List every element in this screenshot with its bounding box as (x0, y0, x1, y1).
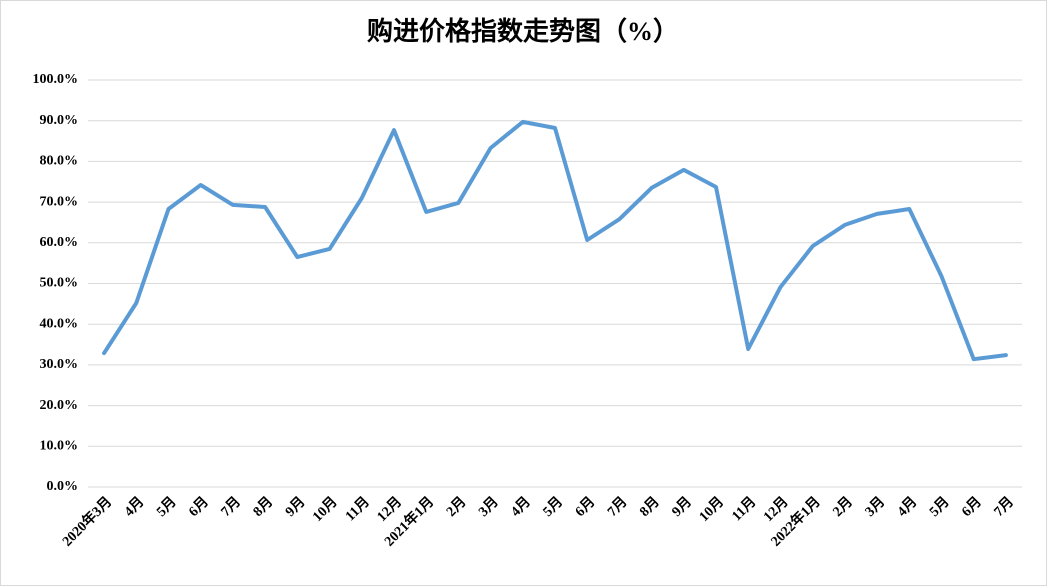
y-tick-label: 50.0% (40, 276, 79, 291)
y-tick-label: 20.0% (40, 398, 79, 413)
y-tick-label: 0.0% (47, 479, 79, 494)
y-tick-label: 90.0% (40, 113, 79, 128)
data-line (102, 119, 1008, 362)
y-tick-label: 80.0% (40, 154, 79, 169)
y-tick-label: 60.0% (40, 235, 79, 250)
y-tick-label: 10.0% (40, 439, 79, 454)
y-tick-label: 30.0% (40, 357, 79, 372)
chart-title: 购进价格指数走势图（%） (367, 16, 679, 46)
y-tick-label: 70.0% (40, 194, 79, 209)
y-tick-label: 100.0% (33, 72, 79, 87)
y-tick-label: 40.0% (40, 316, 79, 331)
